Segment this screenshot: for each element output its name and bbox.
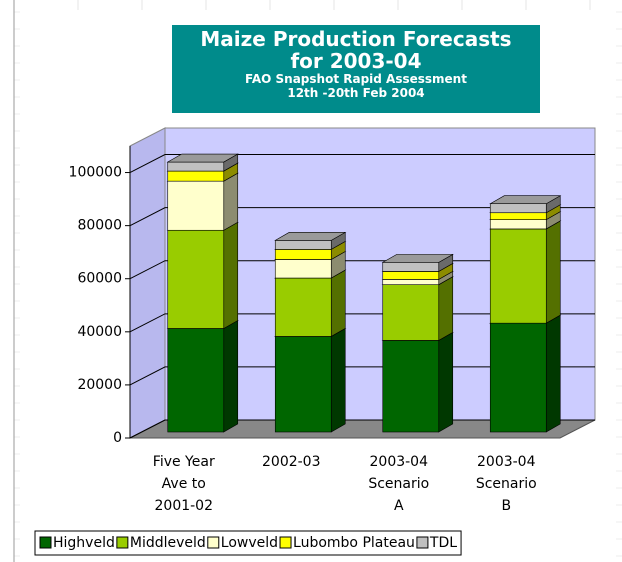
- bar-segment: [489, 212, 547, 220]
- legend-label: Lowveld: [221, 535, 278, 551]
- y-tick-label: 100000: [69, 165, 122, 181]
- x-tick-label-line: 2003-04: [370, 454, 429, 470]
- bar-segment: [489, 203, 547, 214]
- bar-segment: [167, 170, 225, 182]
- bar-side: [438, 276, 454, 341]
- legend-label: TDL: [429, 535, 457, 551]
- legend-label: Middleveld: [130, 535, 206, 551]
- bar-top: [166, 153, 239, 163]
- y-tick-label: 80000: [77, 218, 122, 234]
- bar-segment: [274, 240, 332, 250]
- bar-segment: [489, 228, 547, 324]
- x-tick-label: Five Year Ave to 2001-02: [153, 454, 215, 514]
- legend-swatch: [279, 536, 292, 549]
- chart-subtitle: FAO Snapshot Rapid Assessment: [245, 72, 467, 86]
- x-tick-label-line: 2003-04: [477, 454, 536, 470]
- side-wall: [129, 127, 166, 439]
- bar-side: [545, 220, 561, 324]
- y-tick-label: 0: [113, 430, 122, 446]
- bar-segment: [382, 284, 440, 341]
- bar-segment: [274, 249, 332, 260]
- bar-segment: [382, 262, 440, 272]
- legend-label: Highveld: [53, 535, 115, 551]
- bar-top: [274, 232, 347, 241]
- bar-segment: [274, 336, 332, 433]
- chart-subtitle: 12th -20th Feb 2004: [287, 86, 425, 100]
- bar-side: [223, 221, 239, 329]
- bar-segment: [167, 229, 225, 329]
- x-tick-label-line: 2002-03: [262, 454, 321, 470]
- bar-segment: [167, 180, 225, 231]
- bar-side: [223, 319, 239, 433]
- bar-segment: [274, 277, 332, 337]
- grid-line: [129, 207, 595, 227]
- y-tick-label: 60000: [77, 271, 122, 287]
- bar-side: [438, 331, 454, 433]
- x-tick-label: 2003-04 Scenario B: [476, 454, 537, 514]
- chart-title: for 2003-04: [290, 49, 422, 73]
- x-tick-label: 2003-04 Scenario A: [368, 454, 429, 514]
- bar-segment: [382, 279, 440, 285]
- title-box: Maize Production Forecasts for 2003-04 F…: [172, 25, 540, 113]
- bar-segment: [382, 271, 440, 280]
- legend-swatch: [207, 536, 220, 549]
- legend-swatch: [416, 536, 429, 549]
- x-tick-label-line: Scenario: [368, 476, 429, 492]
- bar-side: [545, 314, 561, 433]
- chart-title: Maize Production Forecasts: [200, 27, 512, 51]
- legend-label: Lubombo Plateau: [293, 535, 415, 551]
- bar-segment: [274, 259, 332, 279]
- bar-segment: [489, 219, 547, 230]
- bar-segment: [382, 340, 440, 433]
- x-tick-label-line: A: [394, 498, 404, 514]
- bar-segment: [167, 328, 225, 433]
- x-tick-label-line: B: [501, 498, 511, 514]
- x-tick-label-line: Five Year: [153, 454, 215, 470]
- legend-swatch: [39, 536, 52, 549]
- legend-swatch: [116, 536, 129, 549]
- bar-side: [223, 172, 239, 231]
- bar-segment: [489, 322, 547, 433]
- x-tick-label-line: Scenario: [476, 476, 537, 492]
- bar-side: [330, 327, 346, 433]
- x-tick-label: 2002-03: [262, 454, 321, 470]
- x-tick-label-line: 2001-02: [155, 498, 214, 514]
- x-tick-label-line: Ave to: [162, 476, 206, 492]
- bar-top: [381, 254, 454, 263]
- bar-segment: [167, 161, 225, 172]
- bar-top: [489, 195, 562, 205]
- legend-box: [34, 530, 462, 556]
- y-tick-label: 20000: [77, 377, 122, 393]
- grid-line: [129, 154, 595, 173]
- bar-side: [330, 269, 346, 337]
- y-tick-label: 40000: [77, 324, 122, 340]
